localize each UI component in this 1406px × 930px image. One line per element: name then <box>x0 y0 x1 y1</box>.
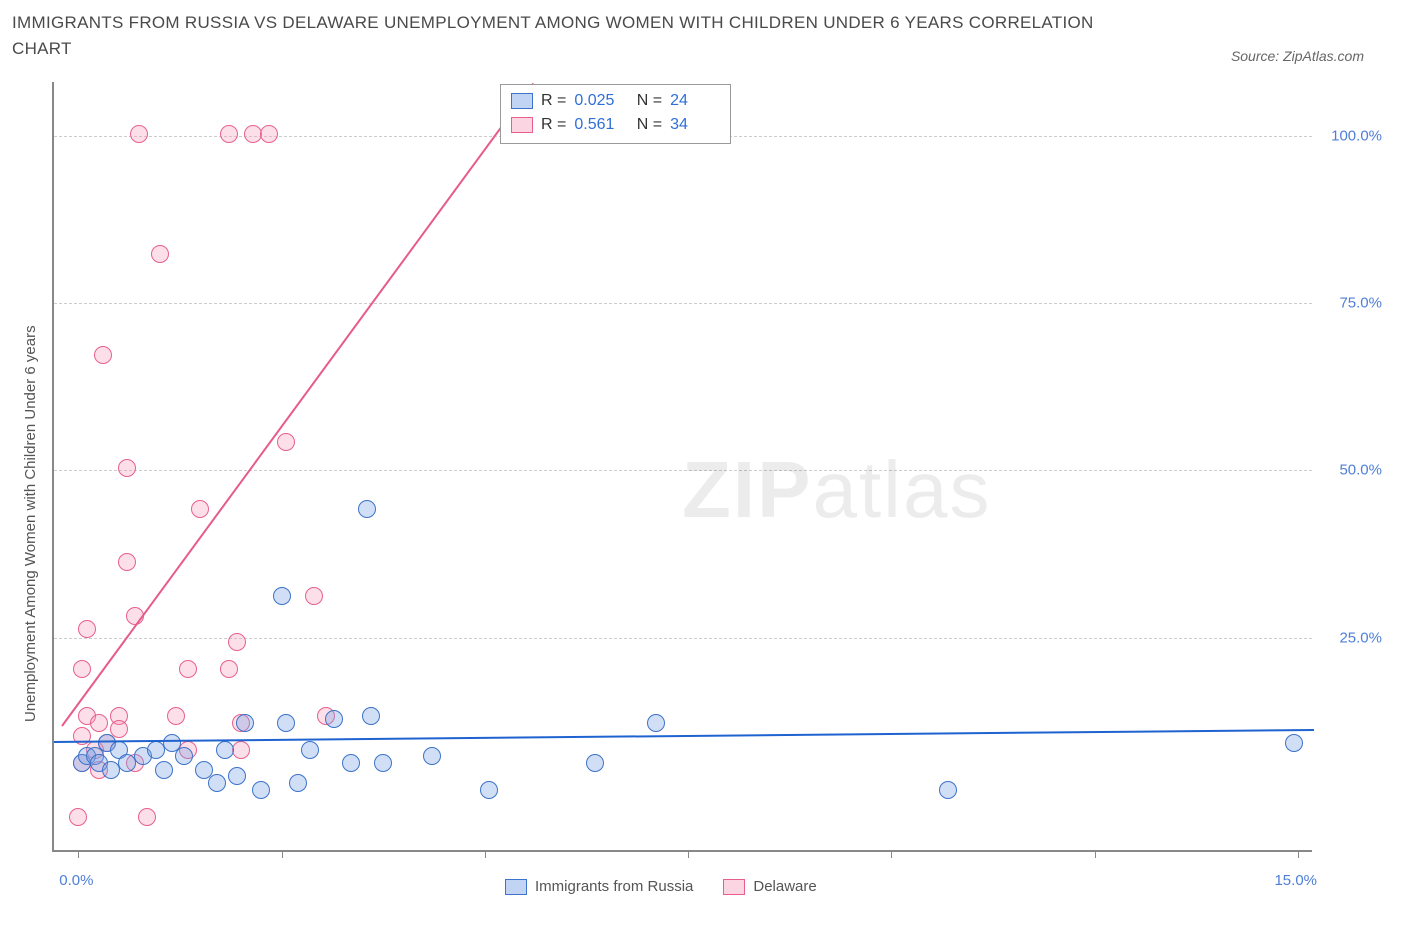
data-point <box>939 781 957 799</box>
data-point <box>273 587 291 605</box>
x-tick <box>485 850 486 858</box>
data-point <box>423 747 441 765</box>
stat-n-value: 24 <box>670 89 720 113</box>
data-point <box>228 767 246 785</box>
stat-n-label: N = <box>632 89 662 113</box>
y-tick-label: 25.0% <box>1339 629 1382 646</box>
legend-label: Immigrants from Russia <box>535 878 693 895</box>
data-point <box>480 781 498 799</box>
data-point <box>325 710 343 728</box>
data-point <box>232 741 250 759</box>
x-tick <box>1298 850 1299 858</box>
legend-item: Immigrants from Russia <box>505 878 693 895</box>
data-point <box>1285 734 1303 752</box>
x-tick-label: 0.0% <box>59 872 93 889</box>
data-point <box>151 245 169 263</box>
x-tick <box>282 850 283 858</box>
data-point <box>252 781 270 799</box>
plot-area: 25.0%50.0%75.0%100.0% <box>52 82 1312 852</box>
stat-r-value: 0.561 <box>574 113 624 137</box>
data-point <box>94 346 112 364</box>
x-tick <box>1095 850 1096 858</box>
y-axis-label: Unemployment Among Women with Children U… <box>22 325 39 722</box>
data-point <box>260 125 278 143</box>
x-tick-label: 15.0% <box>1274 872 1317 889</box>
data-point <box>69 808 87 826</box>
data-point <box>155 761 173 779</box>
data-point <box>374 754 392 772</box>
data-point <box>90 714 108 732</box>
data-point <box>236 714 254 732</box>
data-point <box>118 553 136 571</box>
chart-title: IMMIGRANTS FROM RUSSIA VS DELAWARE UNEMP… <box>12 10 1112 61</box>
data-point <box>220 660 238 678</box>
gridline <box>54 303 1312 304</box>
source-label: Source: ZipAtlas.com <box>1231 48 1364 64</box>
data-point <box>78 620 96 638</box>
data-point <box>362 707 380 725</box>
x-tick <box>891 850 892 858</box>
stat-r-value: 0.025 <box>574 89 624 113</box>
stat-r-label: R = <box>541 89 566 113</box>
x-tick <box>78 850 79 858</box>
data-point <box>305 587 323 605</box>
y-tick-label: 100.0% <box>1331 127 1382 144</box>
x-tick <box>688 850 689 858</box>
y-tick-label: 75.0% <box>1339 294 1382 311</box>
data-point <box>277 714 295 732</box>
data-point <box>216 741 234 759</box>
data-point <box>118 459 136 477</box>
legend-swatch <box>511 93 533 109</box>
gridline <box>54 470 1312 471</box>
data-point <box>73 660 91 678</box>
legend-swatch <box>511 117 533 133</box>
data-point <box>220 125 238 143</box>
data-point <box>647 714 665 732</box>
stat-r-label: R = <box>541 113 566 137</box>
data-point <box>175 747 193 765</box>
data-point <box>342 754 360 772</box>
data-point <box>277 433 295 451</box>
data-point <box>586 754 604 772</box>
data-point <box>301 741 319 759</box>
legend-swatch <box>505 879 527 895</box>
data-point <box>358 500 376 518</box>
legend-item: Delaware <box>723 878 816 895</box>
data-point <box>228 633 246 651</box>
data-point <box>138 808 156 826</box>
stat-n-label: N = <box>632 113 662 137</box>
y-tick-label: 50.0% <box>1339 462 1382 479</box>
data-point <box>289 774 307 792</box>
legend-swatch <box>723 879 745 895</box>
data-point <box>208 774 226 792</box>
stats-row: R = 0.025 N = 24 <box>511 89 720 113</box>
data-point <box>179 660 197 678</box>
data-point <box>130 125 148 143</box>
data-point <box>167 707 185 725</box>
stats-row: R = 0.561 N = 34 <box>511 113 720 137</box>
stats-box: R = 0.025 N = 24 R = 0.561 N = 34 <box>500 84 731 144</box>
legend: Immigrants from Russia Delaware <box>505 878 817 895</box>
trend-line <box>61 82 534 726</box>
legend-label: Delaware <box>753 878 816 895</box>
data-point <box>191 500 209 518</box>
stat-n-value: 34 <box>670 113 720 137</box>
